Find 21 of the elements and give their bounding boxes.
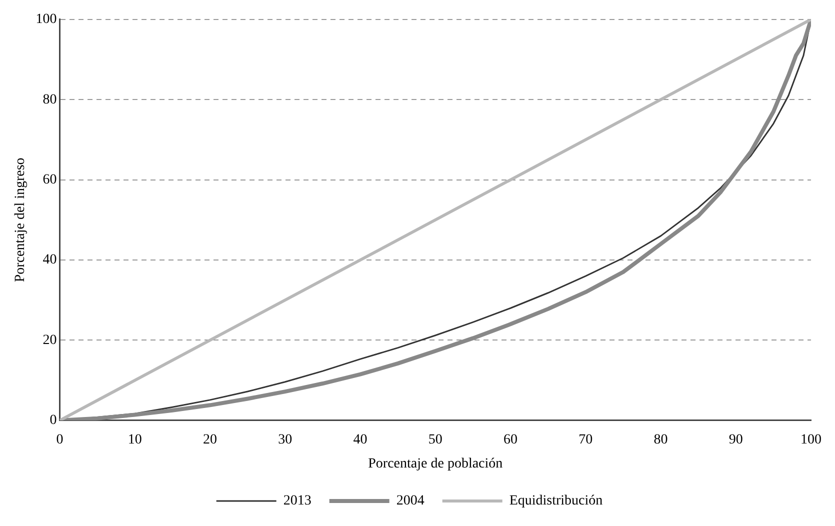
x-tick-label: 100 [800,432,822,448]
legend-label: Equidistribución [509,494,603,509]
y-tick-label: 100 [36,12,57,28]
y-axis-title: Porcentaje del ingreso [13,158,28,282]
x-tick-label: 10 [128,432,142,448]
x-tick-label: 30 [278,432,292,448]
x-axis-title: Porcentaje de población [368,456,503,472]
y-tick-label: 60 [42,172,57,188]
legend-label: 2004 [396,494,424,509]
x-tick-label: 60 [504,432,518,448]
y-tick-label: 20 [42,332,57,348]
legend-label: 2013 [283,494,312,509]
y-tick-label: 40 [42,252,57,268]
x-tick-label: 50 [428,432,442,448]
x-tick-label: 40 [353,432,368,448]
x-tick-label: 80 [654,432,668,448]
y-tick-label: 80 [42,92,57,108]
y-tick-label: 0 [50,413,57,428]
x-tick-label: 90 [728,432,743,448]
x-tick-label: 20 [203,432,218,448]
x-tick-label: 70 [578,432,593,448]
